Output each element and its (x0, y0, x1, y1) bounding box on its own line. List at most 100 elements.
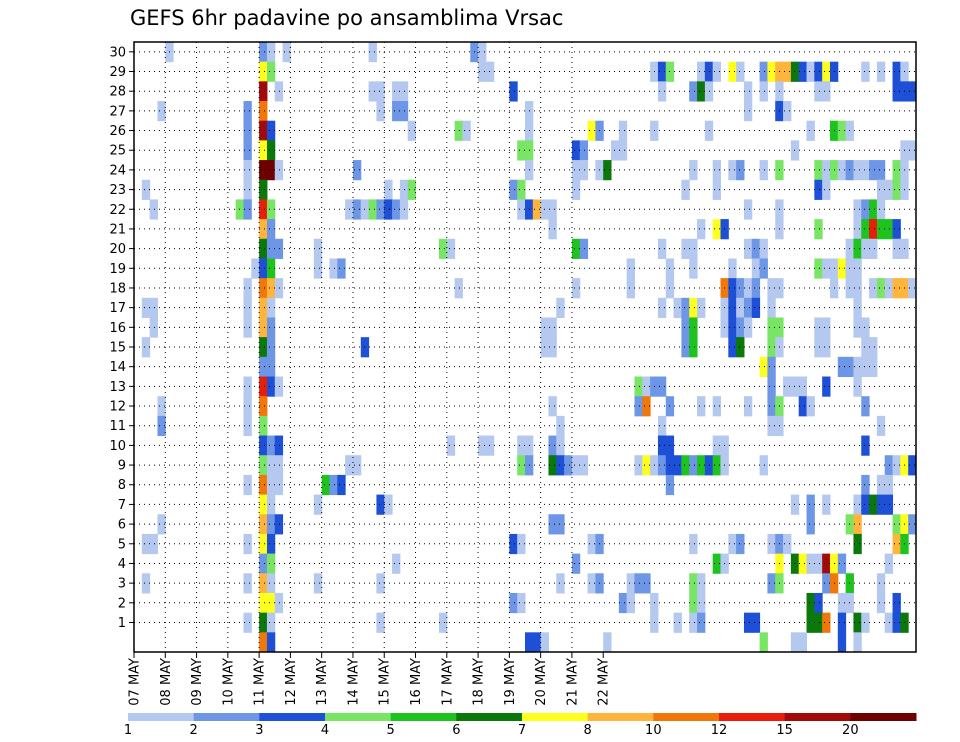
heatmap-cell (274, 514, 284, 535)
heatmap-cell (259, 612, 268, 633)
y-tick-label: 28 (109, 85, 126, 100)
heatmap-cell (837, 258, 847, 279)
heatmap-cell (587, 120, 596, 141)
heatmap-cell (376, 612, 385, 633)
colorbar-label: 5 (387, 723, 395, 738)
heatmap-cell (274, 238, 284, 259)
heatmap-cell (798, 632, 808, 653)
heatmap-cell (806, 494, 815, 515)
heatmap-cell (837, 632, 847, 653)
colorbar-label: 4 (321, 723, 329, 738)
heatmap-cell (509, 592, 518, 614)
y-tick-label: 17 (109, 301, 126, 316)
heatmap-cell (611, 140, 620, 161)
heatmap-cell (634, 455, 643, 476)
heatmap-cell (822, 337, 831, 358)
heatmap-cell (767, 415, 776, 437)
heatmap-cell (274, 160, 284, 181)
heatmap-cell (736, 317, 745, 338)
heatmap-cell (783, 533, 792, 555)
heatmap-cell (259, 101, 268, 122)
heatmap-cell (767, 533, 776, 555)
heatmap-cell (454, 120, 463, 141)
heatmap-cell (392, 101, 401, 122)
x-tick-label: 20 MAY (534, 658, 549, 706)
heatmap-cell (806, 396, 815, 417)
y-axis: 1234567891011121314151617181920212223242… (109, 45, 134, 631)
heatmap-cell (266, 435, 276, 456)
heatmap-cell (712, 396, 721, 417)
heatmap-cell (243, 120, 252, 141)
y-tick-label: 20 (109, 242, 126, 257)
heatmap-cell (814, 219, 823, 240)
heatmap-cell (822, 553, 831, 574)
heatmap-cell (728, 258, 737, 279)
heatmap-cell (743, 101, 753, 122)
heatmap-cell (790, 632, 800, 653)
y-tick-label: 24 (109, 163, 126, 178)
heatmap-cell (806, 553, 815, 574)
heatmap-cell (556, 435, 565, 456)
heatmap-cell (689, 297, 698, 318)
heatmap-cell (485, 435, 495, 456)
heatmap-cell (243, 160, 252, 181)
heatmap-cell (642, 396, 651, 417)
heatmap-cell (869, 278, 878, 299)
heatmap-cell (603, 632, 612, 653)
heatmap-cell (869, 356, 878, 378)
heatmap-cell (892, 61, 901, 82)
heatmap-cell (689, 455, 698, 476)
heatmap-cell (259, 258, 268, 279)
heatmap-cell (266, 120, 276, 141)
heatmap-cell (274, 81, 284, 102)
heatmap-cell (884, 474, 894, 496)
heatmap-cell (618, 592, 628, 614)
heatmap-cell (681, 337, 690, 358)
y-tick-label: 25 (109, 144, 126, 159)
heatmap-cell (814, 592, 823, 614)
heatmap-cell (438, 612, 448, 633)
heatmap-cell (853, 533, 862, 555)
heatmap-cell (626, 258, 635, 279)
heatmap-cell (243, 297, 252, 318)
heatmap-cell (806, 612, 815, 633)
heatmap-cell (259, 592, 268, 614)
heatmap-cell (689, 533, 698, 555)
colorbar-label: 10 (645, 723, 662, 738)
heatmap-cell (618, 120, 628, 141)
heatmap-cell (266, 317, 276, 338)
heatmap-cell (736, 160, 745, 181)
heatmap-cell (712, 160, 721, 181)
heatmap-cell (876, 160, 886, 181)
heatmap-cell (853, 376, 862, 397)
heatmap-cell (869, 337, 878, 358)
heatmap-cell (517, 533, 526, 555)
heatmap-cell (736, 278, 745, 299)
heatmap-cell (446, 435, 456, 456)
heatmap-cell (626, 278, 635, 299)
heatmap-cell (743, 297, 753, 318)
y-tick-label: 22 (109, 203, 126, 218)
heatmap-cell (579, 160, 589, 181)
heatmap-cell (853, 612, 862, 633)
heatmap-cell (352, 199, 362, 220)
heatmap-cell (728, 278, 737, 299)
heatmap-cell (266, 455, 276, 476)
heatmap-cell (517, 455, 526, 476)
colorbar-label: 3 (255, 723, 263, 738)
heatmap-cell (892, 160, 901, 181)
heatmap-cell (689, 592, 698, 614)
heatmap-cell (157, 514, 166, 535)
heatmap-cell (579, 238, 589, 259)
heatmap-cell (736, 533, 745, 555)
heatmap-cell (259, 42, 268, 63)
heatmap-cell (384, 199, 393, 220)
heatmap-cell (743, 199, 753, 220)
heatmap-cell (259, 337, 268, 358)
heatmap-cell (376, 199, 385, 220)
heatmap-cell (814, 612, 823, 633)
heatmap-cell (149, 297, 158, 318)
heatmap-cell (822, 612, 831, 633)
heatmap-cell (368, 42, 377, 63)
heatmap-cell (548, 514, 557, 535)
